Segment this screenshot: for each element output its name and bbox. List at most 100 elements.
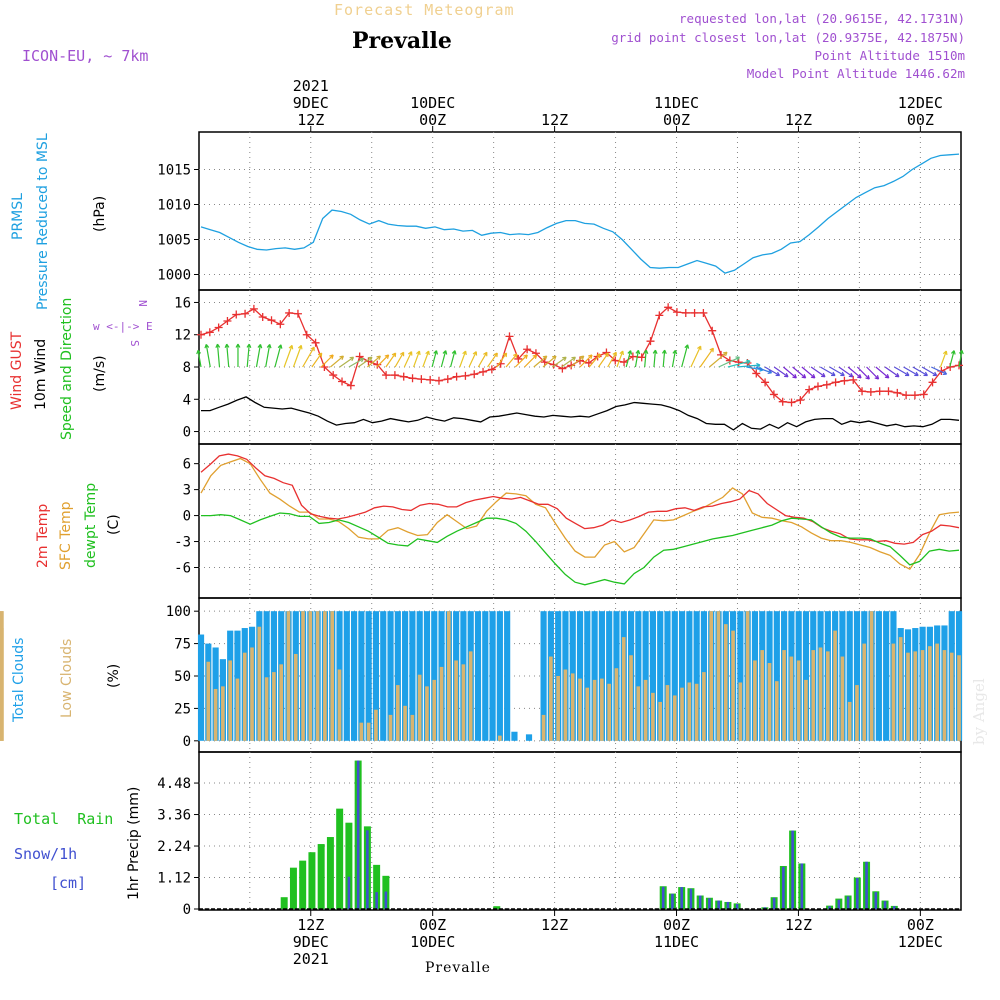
wind-arrow: [302, 346, 315, 368]
wind-unit: (m/s): [92, 355, 108, 392]
wind-arrow: [847, 366, 862, 379]
xtick-bottom-label: 9DEC: [293, 933, 329, 951]
total-cloud-bar: [802, 611, 810, 741]
low-cloud-bar: [366, 722, 371, 741]
snow-bar: [726, 901, 730, 909]
xtick-top-label: 12Z: [785, 111, 812, 129]
low-cloud-bar: [753, 660, 757, 741]
gust-marker: [426, 375, 435, 384]
total-cloud-bar: [387, 611, 394, 741]
wind-arrow: [487, 352, 498, 368]
gust-marker: [382, 371, 391, 380]
rain-bar: [308, 852, 316, 909]
snow-bar: [375, 892, 378, 909]
xtick-bottom-label: 00Z: [907, 916, 934, 934]
gust-marker: [769, 390, 778, 399]
ytick-label: 4: [183, 392, 191, 408]
total-cloud-bar: [343, 611, 350, 741]
low-cloud-bar: [592, 679, 597, 741]
gust-marker: [434, 376, 443, 385]
low-cloud-bar: [272, 672, 276, 741]
wind-arrow: [514, 354, 528, 368]
low-cloud-bar: [213, 688, 218, 741]
gust-marker: [893, 388, 902, 397]
gust-marker: [487, 365, 496, 374]
total-cloud-bar: [394, 611, 401, 741]
total-cloud-bar: [197, 634, 205, 741]
wind-arrow: [792, 366, 807, 379]
wind-arrow: [505, 353, 518, 368]
snow-unit: [cm]: [50, 874, 86, 892]
gust-marker: [311, 338, 320, 347]
wind-arrow: [671, 349, 678, 368]
snow-bar: [366, 830, 369, 909]
wind-arrow: [820, 366, 836, 377]
low-cloud-bar: [549, 656, 553, 741]
snow-bar: [661, 886, 665, 909]
wind-labels: Wind GUST 10m Wind Speed and Direction (…: [9, 298, 153, 440]
wind-arrow: [311, 352, 323, 368]
low-cloud-bar: [439, 666, 444, 741]
ytick-label: 6: [183, 457, 191, 473]
snow-label: Snow/1h: [14, 845, 77, 863]
gust-marker: [249, 304, 258, 313]
wind-arrow: [579, 354, 593, 368]
low-cloud-bar: [432, 679, 437, 741]
wind-arrow: [265, 343, 272, 368]
low-cloud-bar: [498, 735, 502, 741]
wind-arrow: [348, 357, 365, 368]
total-cloud-bar: [380, 611, 387, 741]
low-cloud-bar: [337, 669, 342, 741]
ytick-label: 0: [183, 734, 191, 750]
snow-bar: [883, 901, 887, 909]
wind-arrow: [884, 366, 900, 378]
total-cloud-bar: [846, 611, 853, 741]
total-cloud-bar: [489, 611, 496, 741]
low-cloud-bar: [242, 652, 247, 741]
low-cloud-bar: [468, 651, 473, 741]
gust-marker: [302, 330, 311, 339]
gust-marker: [813, 382, 822, 391]
wind-arrow: [856, 366, 870, 380]
gust-marker: [452, 372, 461, 381]
compass-south: S: [128, 340, 141, 347]
ytick-label: 1015: [157, 163, 191, 179]
snow-bar: [708, 898, 711, 909]
total-cloud-bar: [482, 611, 489, 741]
total-cloud-bar: [496, 611, 503, 741]
ytick-label: 0: [183, 902, 191, 918]
wind-arrow: [551, 356, 567, 368]
gust-marker: [708, 326, 717, 335]
wind-arrow: [764, 366, 781, 377]
compass-we: w <-|-> E: [93, 320, 153, 333]
wind-arrow: [403, 351, 413, 368]
gust-marker: [276, 320, 285, 329]
gust-marker: [778, 397, 787, 406]
low-cloud-bar: [614, 668, 619, 741]
precip-unit: 1hr Precip (mm): [126, 787, 142, 900]
low-cloud-bar: [206, 661, 211, 741]
low-cloud-bar: [942, 650, 947, 741]
gust-marker: [214, 323, 223, 332]
ytick-label: 8: [183, 360, 191, 376]
low-cloud-bar: [906, 652, 910, 741]
gridpoint-coords: grid point closest lon,lat (20.9375E, 42…: [611, 30, 965, 45]
wind-arrow: [597, 352, 609, 368]
low-cloud-bar: [891, 643, 896, 741]
wind-arrow: [690, 345, 702, 368]
wind-arrow: [801, 366, 816, 379]
wind-arrow: [875, 366, 890, 379]
snow-bar: [671, 893, 674, 909]
gust-marker: [761, 378, 770, 387]
rain-label: Total Rain: [14, 810, 113, 828]
wind-dir-label: Speed and Direction: [59, 298, 75, 440]
gust-marker: [329, 371, 338, 380]
gust-marker: [805, 385, 814, 394]
wind-arrow: [616, 350, 624, 368]
gust-marker: [875, 387, 884, 396]
low-cloud-bar: [359, 722, 364, 741]
gust-marker: [620, 358, 629, 367]
xtick-top-label: 12Z: [541, 111, 568, 129]
snow-bar: [856, 878, 859, 909]
xtick-bottom-label: 00Z: [419, 916, 446, 934]
